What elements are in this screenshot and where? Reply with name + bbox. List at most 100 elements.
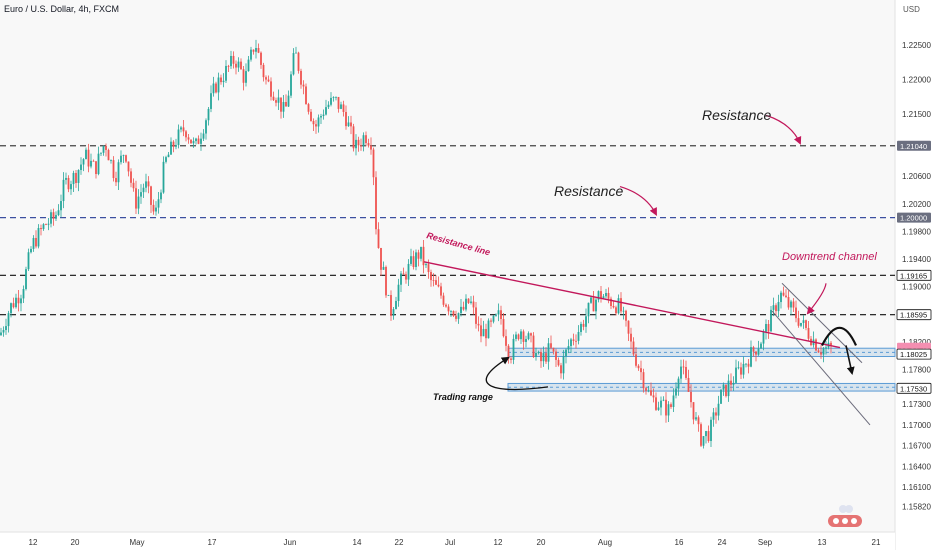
candle-body-137 (342, 104, 345, 112)
price-tag-bg-1[interactable] (897, 212, 931, 223)
price-tag-label[interactable]: 1.18595 (900, 311, 927, 320)
candle-body-282 (705, 431, 707, 437)
candle-body-152 (380, 247, 382, 270)
candle-body-216 (540, 352, 542, 362)
candle-body-147 (367, 143, 370, 146)
candle-body-105 (262, 64, 265, 78)
time-tick-label: Jun (284, 538, 297, 547)
candle-body-240 (600, 291, 602, 299)
candle-body-241 (602, 296, 605, 299)
candle-body-115 (287, 95, 290, 107)
price-tick-label: 1.16100 (902, 483, 931, 492)
candle-body-39 (97, 153, 100, 175)
price-tag-bg-3[interactable] (896, 309, 932, 321)
price-tag-bg-6[interactable] (896, 348, 932, 360)
candle-body-198 (495, 314, 497, 316)
candle-body-121 (302, 84, 305, 87)
logo-icon[interactable] (828, 505, 862, 527)
time-axis-background[interactable] (0, 532, 895, 550)
candle-body-295 (737, 367, 740, 369)
price-tag-label[interactable]: 1.20000 (900, 214, 927, 223)
candle-body-82 (205, 120, 207, 134)
candle-body-231 (577, 331, 580, 341)
price-tag-bg-7[interactable] (896, 382, 932, 394)
candle-body-184 (460, 306, 462, 314)
candle-body-149 (372, 149, 375, 178)
candle-body-40 (100, 152, 102, 154)
candle-body-53 (132, 182, 135, 189)
candle-body-306 (765, 324, 767, 332)
candle-body-56 (140, 192, 142, 197)
candle-body-175 (437, 284, 440, 287)
candle-body-293 (732, 382, 735, 385)
price-tag-label[interactable]: 1.18025 (900, 350, 927, 359)
candle-body-244 (610, 298, 612, 307)
candle-body-112 (280, 97, 282, 112)
candle-body-279 (697, 417, 700, 425)
price-tag-label[interactable]: 1.21040 (900, 142, 927, 151)
candle-body-238 (595, 299, 597, 312)
candle-body-234 (585, 316, 587, 327)
candle-body-236 (590, 297, 592, 303)
candle-body-17 (42, 224, 45, 230)
candle-body-93 (232, 55, 235, 64)
candle-body-252 (630, 333, 632, 342)
candle-body-214 (535, 353, 537, 358)
candle-body-194 (485, 328, 487, 339)
candle-body-160 (400, 273, 402, 285)
price-tick-label: 1.17300 (902, 400, 931, 409)
candle-body-154 (385, 266, 387, 296)
price-tag-bg-0[interactable] (897, 140, 931, 151)
time-tick-label: 17 (208, 538, 217, 547)
candle-body-318 (795, 307, 797, 319)
candle-body-262 (655, 397, 657, 410)
candle-body-210 (525, 339, 527, 342)
time-tick-label: Aug (598, 538, 612, 547)
candle-body-21 (52, 212, 55, 219)
candle-body-42 (105, 145, 107, 150)
candle-body-274 (685, 367, 687, 378)
candle-body-168 (420, 246, 422, 259)
candle-body-179 (447, 306, 450, 312)
projection-arc (821, 326, 858, 346)
time-tick-label: May (129, 538, 144, 547)
candle-body-204 (510, 358, 512, 360)
candle-body-298 (745, 363, 747, 365)
candle-body-255 (637, 365, 640, 369)
candle-body-317 (792, 301, 795, 308)
candle-body-30 (75, 172, 77, 183)
candle-body-323 (807, 327, 810, 339)
symbol-title[interactable]: Euro / U.S. Dollar, 4h, FXCM (4, 4, 119, 14)
candle-body-302 (755, 351, 757, 355)
candle-body-118 (295, 52, 297, 54)
candle-body-51 (127, 161, 130, 172)
candle-body-326 (815, 339, 817, 351)
candle-body-81 (202, 133, 205, 139)
candle-body-84 (210, 93, 212, 109)
time-tick-label: 13 (818, 538, 827, 547)
candle-body-102 (255, 48, 257, 52)
candle-body-141 (352, 126, 355, 149)
price-tag-bg-2[interactable] (896, 269, 932, 281)
time-tick-label: 20 (537, 538, 546, 547)
candle-body-211 (527, 333, 530, 340)
candle-body-143 (357, 139, 360, 146)
candle-body-297 (742, 363, 745, 375)
candle-body-226 (565, 349, 567, 357)
currency-label[interactable]: USD (903, 5, 920, 14)
candle-body-70 (175, 145, 177, 147)
candle-body-52 (130, 171, 132, 183)
projection-arrow (845, 345, 855, 376)
candle-body-230 (575, 340, 577, 342)
price-tick-label: 1.22500 (902, 41, 931, 50)
candle-body-37 (92, 160, 95, 162)
price-tag-label[interactable]: 1.17530 (900, 384, 927, 393)
price-tag-label[interactable]: 1.19165 (900, 271, 927, 280)
candle-body-125 (312, 120, 315, 125)
candle-body-87 (217, 77, 220, 93)
price-tick-label: 1.20600 (902, 172, 931, 181)
candle-body-243 (607, 292, 610, 299)
candle-body-246 (615, 307, 617, 314)
candle-body-130 (325, 107, 327, 115)
candle-body-330 (825, 347, 827, 349)
